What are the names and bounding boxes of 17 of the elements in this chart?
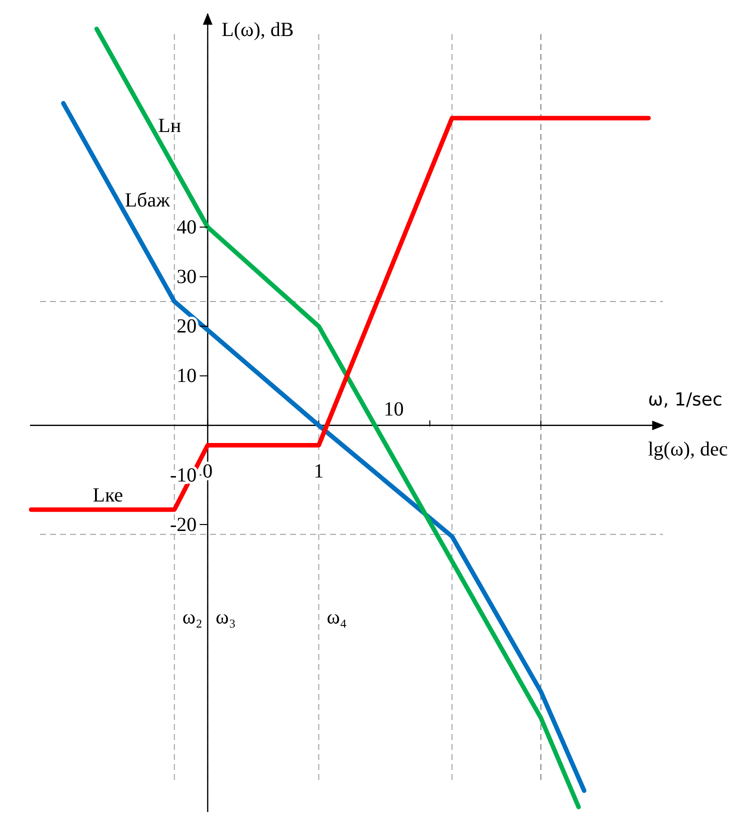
annotation: 10 [384,398,404,420]
series-label: Lбаж [124,189,170,212]
ref-line-label: ω₂ [182,606,203,629]
y-tick-label: 20 [176,316,197,338]
ref-line-label: ω₄ [326,606,347,629]
x-tick-label: 1 [314,460,324,482]
y-tick-label: 40 [176,216,197,239]
line-series [61,100,586,793]
y-tick-label: 10 [176,365,197,388]
x2-axis-title: ω, 1/sec [648,389,722,410]
y-tick-label: 30 [176,266,197,288]
series-label: Lн [158,115,182,137]
ref-line-label: ω₃ [216,606,236,629]
y-tick-label: -20 [170,514,197,536]
series-label: Lке [92,484,124,507]
x-axis-title: lg(ω), dec [648,438,728,460]
y-axis-title: L(ω), dB [222,19,294,41]
